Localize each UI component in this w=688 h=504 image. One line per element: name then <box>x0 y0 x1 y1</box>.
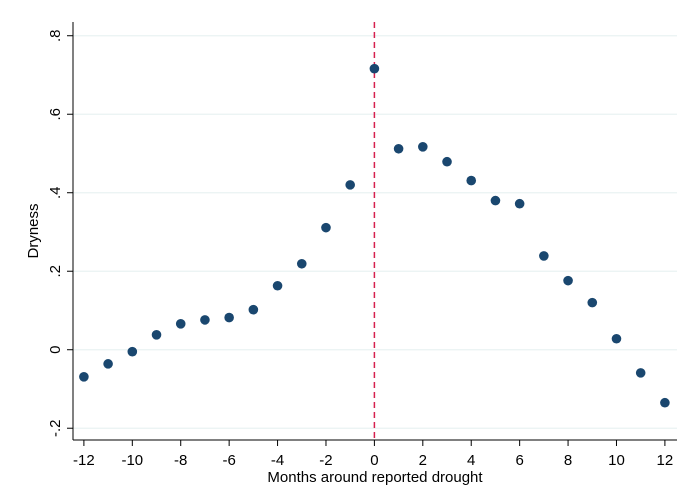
point <box>514 198 525 209</box>
x-tick-label: 0 <box>370 452 378 469</box>
point <box>248 304 259 315</box>
y-tick-label: 0 <box>47 346 64 354</box>
point <box>442 156 452 167</box>
y-tick-label: .4 <box>47 186 64 199</box>
point <box>127 346 138 357</box>
y-tick-label: .2 <box>47 265 64 278</box>
point <box>321 222 331 233</box>
point <box>345 180 355 190</box>
x-tick-label: 8 <box>564 452 572 469</box>
y-axis-label: Dryness <box>25 203 42 258</box>
x-tick-label: 10 <box>608 452 625 469</box>
x-tick-label: -2 <box>319 452 332 469</box>
x-tick-label: -10 <box>121 452 143 469</box>
x-tick-label: 12 <box>657 452 674 469</box>
x-tick-label: 6 <box>515 452 523 469</box>
point <box>175 319 186 329</box>
point <box>660 397 670 408</box>
y-tick-label: .6 <box>47 108 64 121</box>
point <box>103 359 113 369</box>
x-tick-label: -8 <box>174 452 187 469</box>
point <box>490 195 501 206</box>
point <box>393 143 404 154</box>
point <box>272 280 283 291</box>
y-tick-label: .8 <box>47 29 64 42</box>
y-tick-label: -.2 <box>47 419 64 437</box>
point <box>466 175 477 186</box>
point <box>539 251 549 261</box>
point <box>635 368 646 378</box>
x-tick-label: 4 <box>467 452 475 469</box>
point <box>200 315 210 325</box>
point <box>151 330 162 340</box>
point <box>587 297 598 308</box>
x-tick-label: -12 <box>73 452 95 469</box>
x-tick-label: 2 <box>419 452 427 469</box>
point <box>563 275 573 286</box>
point <box>369 63 380 74</box>
x-tick-label: -6 <box>222 452 235 469</box>
point <box>296 258 307 269</box>
x-axis-label: Months around reported drought <box>267 469 483 486</box>
point <box>611 333 622 344</box>
x-tick-label: -4 <box>271 452 284 469</box>
point <box>224 312 234 323</box>
point <box>79 372 89 382</box>
point <box>418 142 428 152</box>
